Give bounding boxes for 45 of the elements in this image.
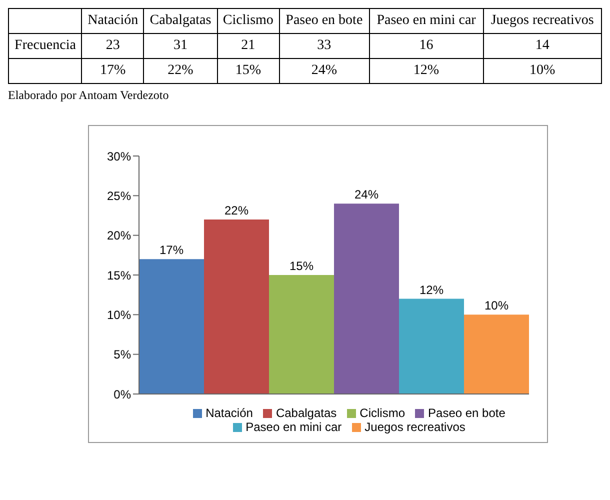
y-tick-label: 15% (106, 268, 132, 282)
data-label: 10% (484, 298, 509, 313)
legend-label: Paseo en mini car (246, 420, 342, 434)
bar (139, 259, 204, 394)
bar (334, 204, 399, 394)
data-label: 15% (217, 58, 280, 84)
category-label: Juegos recreativos (483, 8, 602, 34)
bar (464, 314, 529, 394)
y-tick-label: 5% (114, 348, 132, 362)
legend-label: Paseo en bote (428, 406, 506, 420)
category-label: Paseo en bote (279, 8, 370, 34)
data-label: 22% (224, 203, 249, 218)
bar (399, 298, 464, 394)
category-label: Paseo en mini car (369, 8, 484, 34)
data-label: 23 (82, 34, 144, 58)
data-label: 12% (369, 58, 484, 84)
legend-label: Ciclismo (360, 406, 406, 420)
data-label: 10% (483, 58, 602, 84)
data-label: 16 (369, 34, 484, 58)
data-label: 15% (289, 259, 314, 273)
y-tick-label: 10% (106, 308, 132, 322)
y-tick-label: 25% (106, 188, 132, 203)
category-label: Ciclismo (217, 8, 280, 34)
data-label: 21 (217, 34, 280, 58)
category-label: Natación (82, 8, 144, 34)
data-label: 17% (159, 243, 184, 258)
data-label: 33 (279, 34, 370, 58)
bar (269, 275, 334, 394)
legend-label: Frecuencia (8, 34, 82, 58)
y-tick-label: 30% (106, 149, 132, 164)
legend-label: Cabalgatas (276, 406, 337, 420)
data-label: 24% (354, 188, 379, 202)
y-tick-label: 20% (106, 228, 132, 243)
bar (204, 219, 269, 394)
legend-label: Natación (206, 406, 253, 420)
data-label: 22% (144, 58, 218, 84)
data-label: 17% (82, 58, 144, 84)
data-label: 12% (419, 282, 444, 297)
data-label: 24% (279, 58, 370, 84)
text: Elaborado por Antoam Verdezoto (8, 88, 170, 103)
data-label: 14 (483, 34, 602, 58)
category-label: Cabalgatas (144, 8, 218, 34)
data-label: 31 (144, 34, 218, 58)
legend-label: Juegos recreativos (364, 420, 466, 434)
y-tick-label: 0% (114, 387, 132, 402)
